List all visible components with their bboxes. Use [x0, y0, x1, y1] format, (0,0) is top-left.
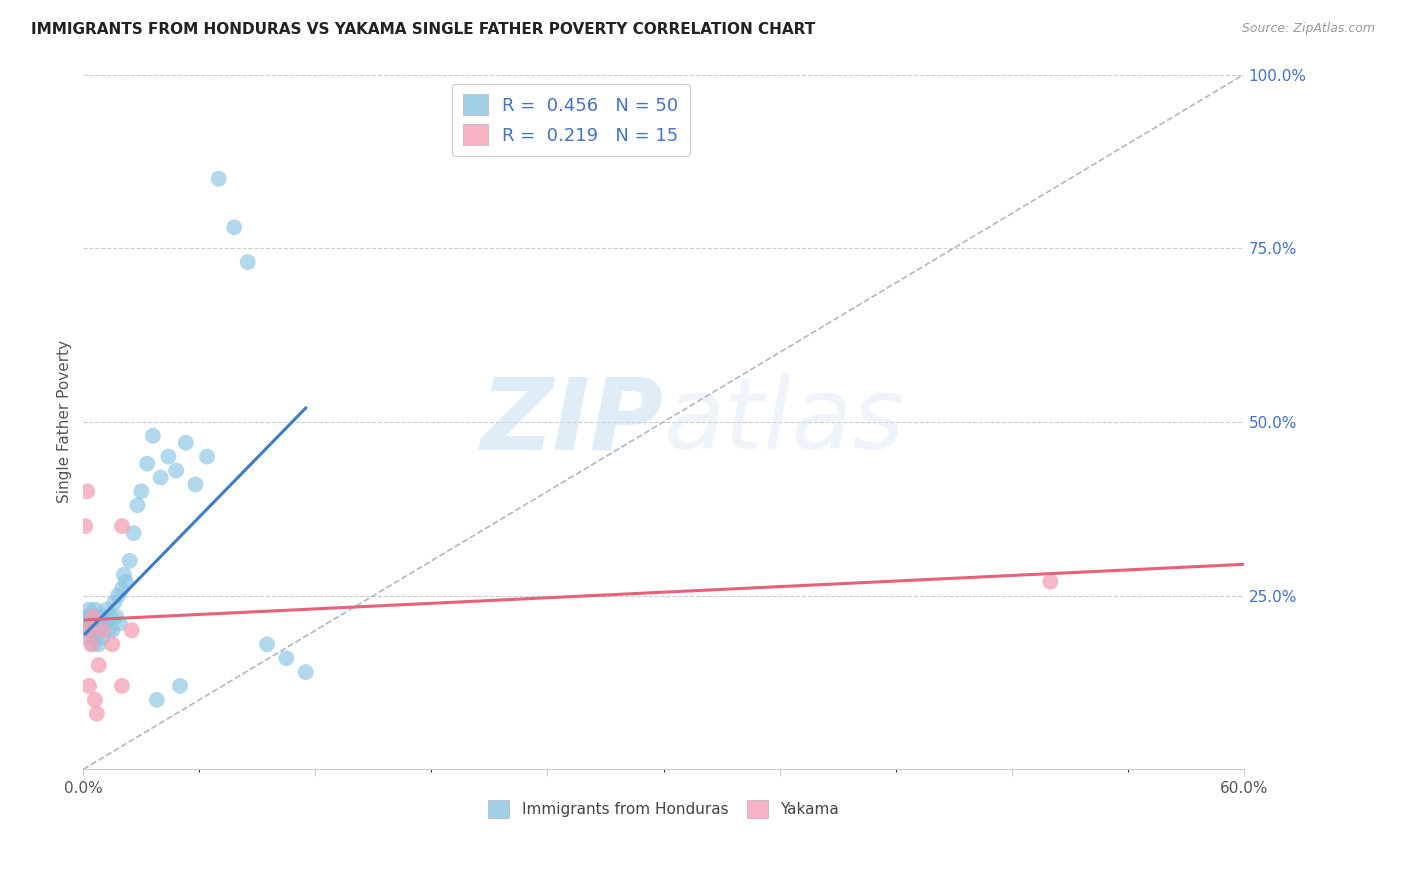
- Point: [83, 602, 105, 616]
- Point: [91, 624, 114, 638]
- Point: [76, 609, 98, 624]
- Point: [122, 526, 145, 541]
- Point: [115, 574, 138, 589]
- Point: [127, 498, 149, 512]
- Point: [105, 609, 128, 624]
- Point: [131, 484, 153, 499]
- Point: [77, 630, 100, 644]
- Point: [112, 567, 135, 582]
- Point: [174, 435, 197, 450]
- Point: [96, 602, 118, 616]
- Point: [86, 609, 108, 624]
- Point: [146, 693, 169, 707]
- Text: IMMIGRANTS FROM HONDURAS VS YAKAMA SINGLE FATHER POVERTY CORRELATION CHART: IMMIGRANTS FROM HONDURAS VS YAKAMA SINGL…: [31, 22, 815, 37]
- Point: [118, 554, 141, 568]
- Point: [165, 464, 187, 478]
- Point: [75, 616, 97, 631]
- Point: [91, 609, 114, 624]
- Point: [86, 706, 108, 721]
- Point: [75, 519, 97, 533]
- Point: [101, 624, 124, 638]
- Point: [97, 624, 120, 638]
- Point: [107, 589, 129, 603]
- Point: [121, 624, 143, 638]
- Point: [142, 429, 165, 443]
- Point: [93, 616, 115, 631]
- Text: atlas: atlas: [664, 374, 905, 470]
- Point: [184, 477, 207, 491]
- Point: [90, 624, 112, 638]
- Point: [276, 651, 298, 665]
- Point: [236, 255, 259, 269]
- Point: [111, 679, 134, 693]
- Point: [224, 220, 246, 235]
- Point: [76, 624, 98, 638]
- Point: [294, 665, 316, 679]
- Point: [82, 609, 104, 624]
- Y-axis label: Single Father Poverty: Single Father Poverty: [58, 341, 72, 503]
- Point: [195, 450, 218, 464]
- Legend: Immigrants from Honduras, Yakama: Immigrants from Honduras, Yakama: [482, 795, 845, 824]
- Point: [111, 519, 134, 533]
- Point: [101, 637, 124, 651]
- Point: [80, 637, 103, 651]
- Point: [169, 679, 191, 693]
- Point: [208, 171, 231, 186]
- Point: [256, 637, 278, 651]
- Point: [157, 450, 180, 464]
- Point: [80, 609, 103, 624]
- Point: [108, 616, 131, 631]
- Point: [80, 624, 103, 638]
- Point: [82, 616, 104, 631]
- Point: [77, 602, 100, 616]
- Point: [83, 693, 105, 707]
- Point: [77, 624, 100, 638]
- Point: [76, 484, 98, 499]
- Point: [91, 630, 114, 644]
- Point: [87, 616, 110, 631]
- Point: [86, 624, 108, 638]
- Point: [87, 637, 110, 651]
- Point: [111, 582, 134, 596]
- Point: [136, 457, 159, 471]
- Point: [82, 637, 104, 651]
- Text: ZIP: ZIP: [481, 374, 664, 470]
- Point: [149, 470, 172, 484]
- Text: Source: ZipAtlas.com: Source: ZipAtlas.com: [1241, 22, 1375, 36]
- Point: [83, 630, 105, 644]
- Point: [98, 609, 121, 624]
- Point: [87, 658, 110, 673]
- Point: [77, 679, 100, 693]
- Point: [1039, 574, 1062, 589]
- Point: [103, 596, 125, 610]
